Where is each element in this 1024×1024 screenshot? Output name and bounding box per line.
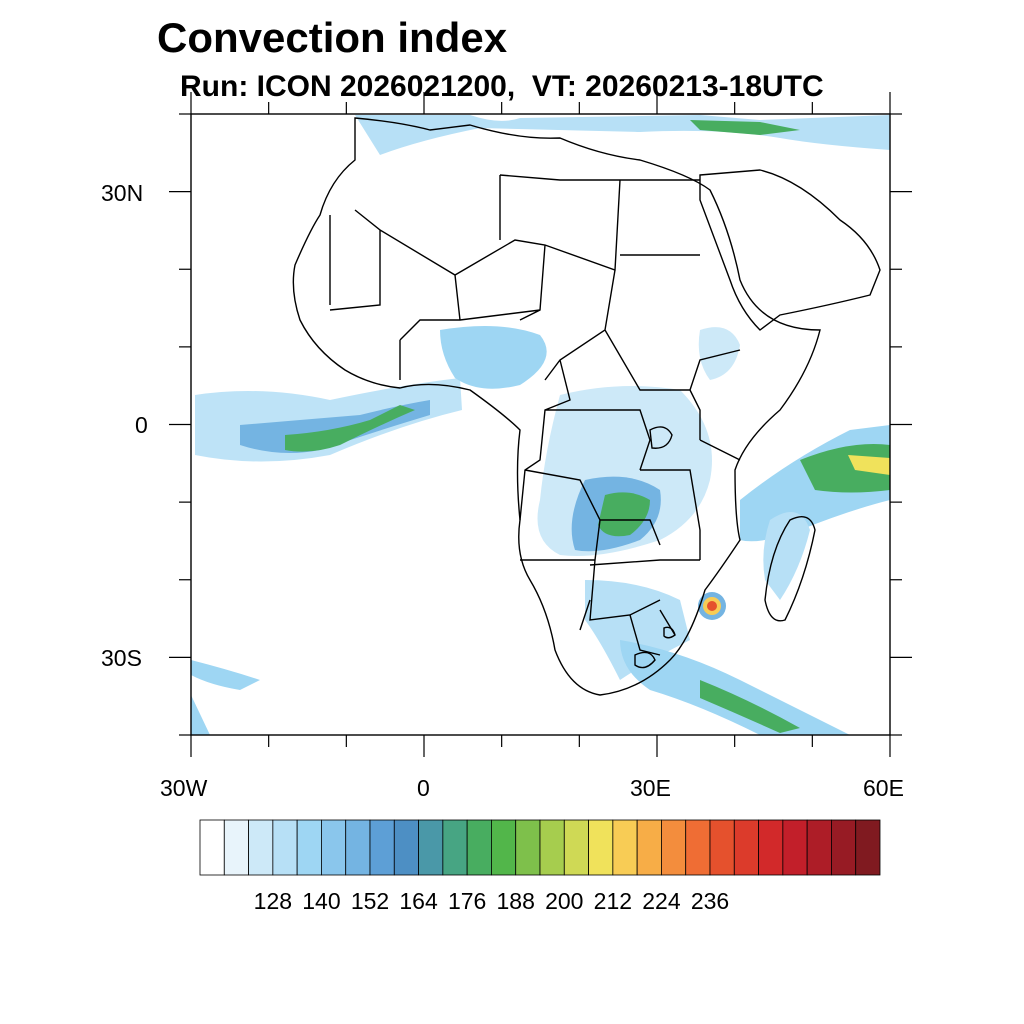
colorbar-label: 212 <box>593 888 633 914</box>
colorbar-swatch <box>345 819 371 876</box>
colorbar-swatch <box>612 819 638 876</box>
y-axis-label-30n: 30N <box>101 180 144 206</box>
convection-hot-indian-ocean <box>848 455 890 475</box>
colorbar-swatch <box>199 819 225 876</box>
colorbar-swatch <box>636 819 662 876</box>
colorbar-swatch <box>248 819 274 876</box>
colorbar-swatch <box>685 819 711 876</box>
colorbar-label: 188 <box>496 888 535 914</box>
convection-area-mediterranean <box>355 115 890 155</box>
colorbar-swatch <box>321 819 347 876</box>
colorbar-swatch <box>588 819 614 876</box>
x-axis-label-60e: 60E <box>863 775 904 801</box>
axis-ticks <box>169 92 912 757</box>
x-axis-label-30e: 30E <box>630 775 671 801</box>
x-axis-label-0: 0 <box>417 775 430 801</box>
colorbar-label: 140 <box>302 888 341 914</box>
colorbar-swatch <box>831 819 857 876</box>
convection-area-ethiopia <box>698 327 740 380</box>
eswatini <box>663 626 676 639</box>
colorbar-swatch <box>709 819 735 876</box>
colorbar-swatch <box>466 819 492 876</box>
colorbar-swatch <box>806 819 832 876</box>
convection-core-atlantic-2 <box>285 405 415 452</box>
colorbar-swatch <box>393 819 419 876</box>
colorbar <box>199 819 881 876</box>
convection-core-mediterranean <box>690 120 800 135</box>
convection-core-zambia-2 <box>598 492 650 537</box>
colorbar-label: 176 <box>447 888 487 914</box>
madagascar-coastline <box>764 516 816 622</box>
country-borders <box>329 174 741 656</box>
colorbar-swatch <box>855 819 881 876</box>
y-axis-label-30s: 30S <box>101 645 142 671</box>
colorbar-swatch <box>296 819 322 876</box>
colorbar-swatch <box>223 819 249 876</box>
arabia-coastline <box>699 169 881 331</box>
colorbar-swatch <box>661 819 687 876</box>
convection-area-southeast-front <box>620 640 850 735</box>
lesotho <box>634 651 656 669</box>
colorbar-label: 200 <box>545 888 584 914</box>
convection-core-southeast-front <box>700 680 800 733</box>
convection-area-west-africa <box>440 326 547 389</box>
colorbar-swatch <box>442 819 468 876</box>
colorbar-swatch <box>563 819 589 876</box>
map-title: Convection index <box>157 14 508 61</box>
colorbar-swatch <box>369 819 395 876</box>
colorbar-label: 164 <box>399 888 438 914</box>
coastlines-and-borders <box>292 117 881 696</box>
map-subtitle: Run: ICON 2026021200, VT: 20260213-18UTC <box>180 70 824 103</box>
colorbar-label: 152 <box>350 888 390 914</box>
convection-area-madagascar <box>763 512 810 600</box>
colorbar-swatch <box>539 819 565 876</box>
colorbar-swatch <box>515 819 541 876</box>
convection-area-southwest <box>191 660 260 735</box>
colorbar-label: 224 <box>642 888 681 914</box>
y-axis-label-0: 0 <box>135 412 148 438</box>
colorbar-swatch <box>272 819 298 876</box>
colorbar-swatch <box>782 819 808 876</box>
colorbar-swatch <box>418 819 444 876</box>
colorbar-swatch <box>733 819 759 876</box>
colorbar-label: 128 <box>253 888 293 914</box>
convection-area-south-africa <box>585 580 690 680</box>
x-axis-label-30w: 30W <box>160 775 208 801</box>
convection-field <box>191 115 890 735</box>
lake-victoria <box>649 426 673 449</box>
convection-core-indian-ocean <box>800 444 890 493</box>
colorbar-swatch <box>758 819 784 876</box>
colorbar-label: 236 <box>690 888 730 914</box>
colorbar-swatch <box>491 819 517 876</box>
